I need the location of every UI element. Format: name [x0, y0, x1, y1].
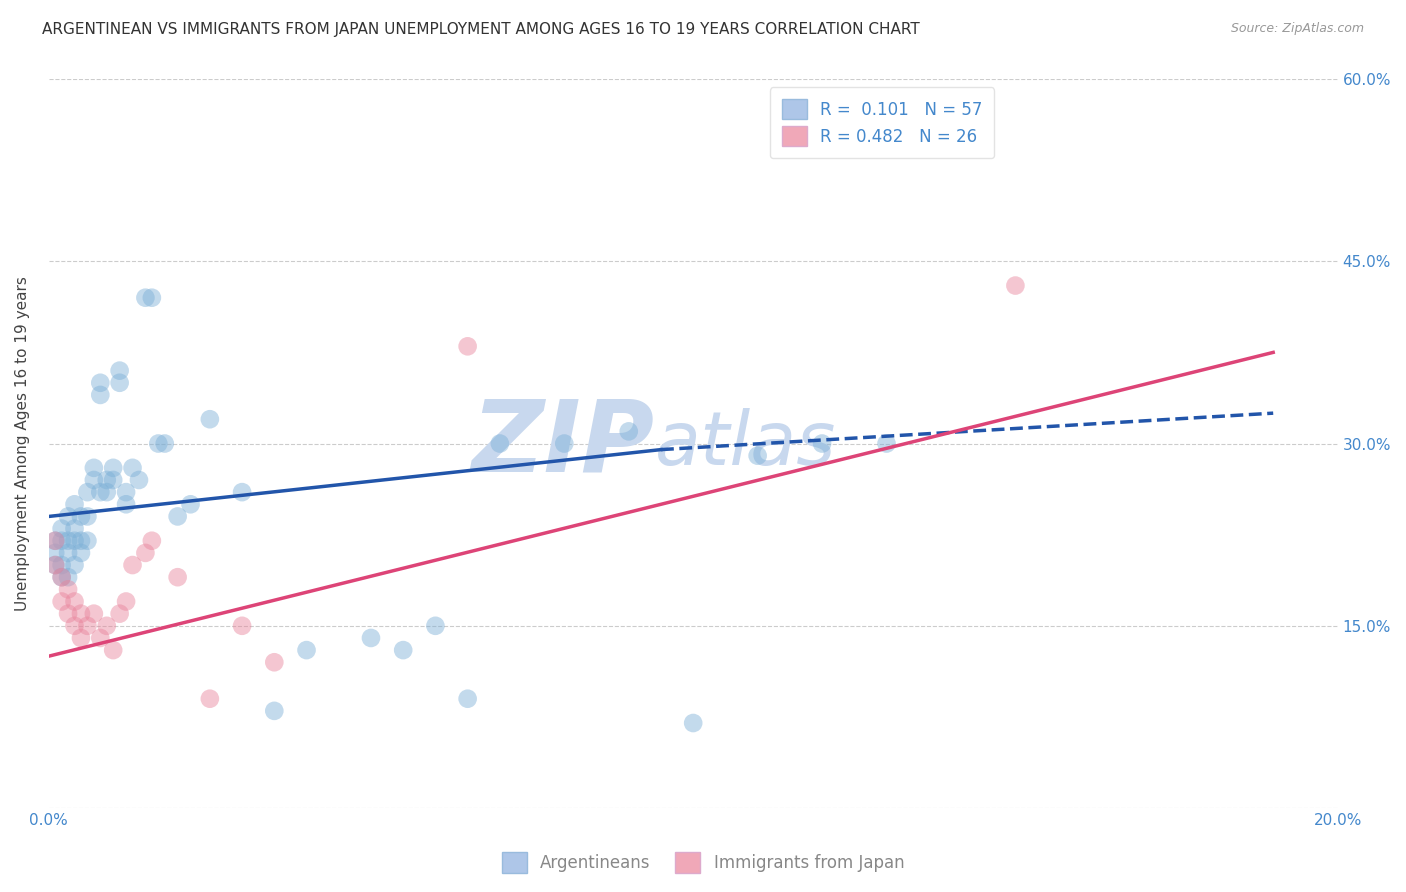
Point	[83, 460, 105, 475]
Point	[96, 485, 118, 500]
Point	[115, 497, 138, 511]
Point	[108, 607, 131, 621]
Point	[63, 558, 86, 572]
Point	[360, 631, 382, 645]
Point	[180, 497, 202, 511]
Point	[108, 363, 131, 377]
Point	[89, 631, 111, 645]
Point	[51, 570, 73, 584]
Point	[263, 704, 285, 718]
Point	[63, 497, 86, 511]
Point	[1004, 278, 1026, 293]
Point	[198, 691, 221, 706]
Point	[457, 339, 479, 353]
Text: ARGENTINEAN VS IMMIGRANTS FROM JAPAN UNEMPLOYMENT AMONG AGES 16 TO 19 YEARS CORR: ARGENTINEAN VS IMMIGRANTS FROM JAPAN UNE…	[42, 22, 920, 37]
Point	[457, 691, 479, 706]
Point	[166, 509, 188, 524]
Point	[56, 570, 79, 584]
Point	[70, 509, 93, 524]
Point	[295, 643, 318, 657]
Point	[134, 546, 156, 560]
Point	[44, 558, 66, 572]
Point	[811, 436, 834, 450]
Point	[103, 460, 125, 475]
Point	[392, 643, 415, 657]
Point	[103, 473, 125, 487]
Point	[682, 716, 704, 731]
Point	[115, 594, 138, 608]
Point	[96, 473, 118, 487]
Point	[115, 485, 138, 500]
Point	[76, 619, 98, 633]
Point	[108, 376, 131, 390]
Point	[747, 449, 769, 463]
Point	[263, 655, 285, 669]
Point	[44, 533, 66, 548]
Point	[83, 607, 105, 621]
Point	[51, 558, 73, 572]
Point	[231, 485, 253, 500]
Point	[489, 436, 512, 450]
Point	[63, 619, 86, 633]
Legend: R =  0.101   N = 57, R = 0.482   N = 26: R = 0.101 N = 57, R = 0.482 N = 26	[770, 87, 994, 158]
Point	[96, 619, 118, 633]
Point	[51, 522, 73, 536]
Point	[153, 436, 176, 450]
Point	[56, 533, 79, 548]
Point	[128, 473, 150, 487]
Point	[83, 473, 105, 487]
Point	[148, 436, 170, 450]
Point	[121, 460, 143, 475]
Point	[70, 533, 93, 548]
Legend: Argentineans, Immigrants from Japan: Argentineans, Immigrants from Japan	[495, 846, 911, 880]
Point	[76, 485, 98, 500]
Point	[44, 533, 66, 548]
Point	[876, 436, 898, 450]
Point	[70, 546, 93, 560]
Point	[198, 412, 221, 426]
Point	[89, 485, 111, 500]
Text: atlas: atlas	[655, 408, 837, 480]
Point	[617, 425, 640, 439]
Point	[51, 533, 73, 548]
Point	[425, 619, 447, 633]
Point	[56, 582, 79, 597]
Point	[141, 533, 163, 548]
Point	[76, 509, 98, 524]
Point	[44, 558, 66, 572]
Point	[141, 291, 163, 305]
Point	[56, 607, 79, 621]
Point	[63, 522, 86, 536]
Point	[70, 607, 93, 621]
Point	[89, 376, 111, 390]
Point	[70, 631, 93, 645]
Point	[56, 546, 79, 560]
Point	[134, 291, 156, 305]
Point	[76, 533, 98, 548]
Text: ZIP: ZIP	[471, 395, 655, 492]
Point	[121, 558, 143, 572]
Point	[51, 594, 73, 608]
Point	[89, 388, 111, 402]
Point	[51, 570, 73, 584]
Point	[231, 619, 253, 633]
Y-axis label: Unemployment Among Ages 16 to 19 years: Unemployment Among Ages 16 to 19 years	[15, 277, 30, 611]
Text: Source: ZipAtlas.com: Source: ZipAtlas.com	[1230, 22, 1364, 36]
Point	[103, 643, 125, 657]
Point	[63, 533, 86, 548]
Point	[166, 570, 188, 584]
Point	[44, 546, 66, 560]
Point	[63, 594, 86, 608]
Point	[553, 436, 575, 450]
Point	[56, 509, 79, 524]
